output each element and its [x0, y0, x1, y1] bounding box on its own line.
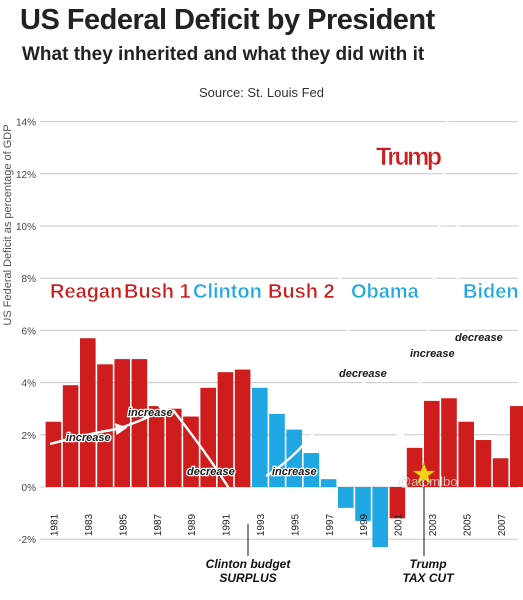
x-tick-label: 1981 — [50, 513, 61, 536]
trend-annotation: increase — [272, 466, 317, 478]
bar-1984 — [97, 364, 113, 487]
bar-2006 — [475, 440, 492, 487]
bar-2000 — [372, 487, 388, 548]
x-tick-label: 1995 — [290, 513, 301, 536]
bar-1981 — [45, 421, 62, 487]
y-tick-label: 8% — [22, 274, 37, 285]
trend-arrow — [408, 98, 455, 413]
bar-1987 — [148, 406, 165, 487]
x-tick-label: 2007 — [497, 513, 508, 536]
x-tick-label: 2003 — [428, 513, 439, 536]
bar-1994 — [269, 413, 285, 487]
trend-arrows — [49, 98, 474, 524]
y-axis-label: US Federal Deficit as percentage of GDP — [2, 124, 14, 325]
trend-annotation: increase — [410, 348, 455, 360]
president-label: Reagan — [50, 281, 122, 303]
bars — [45, 338, 523, 548]
x-tick-label: 1983 — [84, 513, 95, 536]
y-tick-label: 10% — [16, 222, 36, 233]
callout-line2: TAX CUT — [402, 571, 455, 585]
callout-line1: Trump — [409, 557, 446, 571]
x-tick-label: 1985 — [118, 513, 129, 536]
bar-1989 — [183, 416, 199, 487]
president-label: Trump — [376, 143, 442, 171]
x-tick-label: 1987 — [153, 513, 164, 536]
president-label: Bush 2 — [268, 281, 335, 303]
trend-annotation: decrease — [339, 368, 387, 380]
star-icon — [412, 462, 436, 485]
chart-labels: -2% 0% 2% 4% 6% 8% 10% 12% 14%US Federal Deficit… — [2, 118, 519, 585]
bar-2001 — [389, 487, 406, 519]
y-tick-label: 6% — [22, 326, 37, 337]
bar-2008 — [510, 406, 523, 487]
bar-1997 — [320, 479, 337, 487]
bar-1985 — [114, 359, 130, 487]
bar-1995 — [286, 429, 302, 487]
y-tick-label: 2% — [22, 431, 37, 442]
trend-arrow — [336, 257, 408, 443]
x-tick-label: 1999 — [359, 513, 370, 536]
bar-1993 — [252, 387, 268, 487]
trend-arrow — [49, 423, 128, 446]
x-tick-label: 1989 — [187, 513, 198, 536]
bar-2007 — [492, 458, 509, 487]
bar-2005 — [458, 421, 474, 487]
president-label: Clinton — [193, 281, 262, 303]
y-tick-label: 14% — [16, 118, 36, 129]
bar-1992 — [234, 369, 251, 487]
x-tick-label: 1993 — [256, 513, 267, 536]
y-tick-label: 4% — [22, 379, 37, 390]
chart-title: US Federal Deficit by President — [20, 4, 435, 36]
president-label: Obama — [351, 281, 420, 303]
callout-line1: Clinton budget — [206, 557, 292, 571]
bar-2004 — [441, 398, 457, 487]
chart-source: Source: St. Louis Fed — [198, 85, 324, 100]
trend-annotation: increase — [128, 407, 173, 419]
callout-line2: SURPLUS — [219, 571, 276, 585]
trend-annotation: increase — [66, 432, 111, 444]
trend-arrow — [119, 404, 171, 430]
watermark: @atomlbo — [398, 474, 457, 489]
bar-1986 — [131, 359, 148, 487]
trend-arrow — [265, 413, 328, 478]
y-tick-label: 0% — [22, 483, 37, 494]
bar-1998 — [338, 487, 354, 508]
bar-2002 — [406, 447, 423, 487]
president-label: Bush 1 — [124, 281, 191, 303]
trend-annotation: decrease — [455, 332, 503, 344]
bar-2003 — [424, 400, 440, 487]
chart-subtitle: What they inherited and what they did wi… — [22, 44, 425, 65]
bar-1999 — [355, 487, 371, 521]
trend-annotation: decrease — [187, 466, 235, 478]
bar-1983 — [80, 338, 96, 487]
y-tick-label: 12% — [16, 170, 36, 181]
x-tick-label: 2001 — [394, 513, 405, 536]
bar-1982 — [62, 385, 79, 487]
x-tick-label: 1997 — [325, 513, 336, 536]
x-tick-label: 1991 — [222, 513, 233, 536]
trend-arrow — [172, 409, 250, 524]
bar-1988 — [166, 408, 182, 487]
x-tick-label: 2005 — [462, 513, 473, 536]
president-label: Biden — [463, 281, 519, 303]
y-tick-label: -2% — [18, 535, 36, 546]
trend-arrow — [456, 191, 474, 382]
bar-1996 — [303, 453, 320, 487]
bar-1991 — [217, 372, 234, 487]
